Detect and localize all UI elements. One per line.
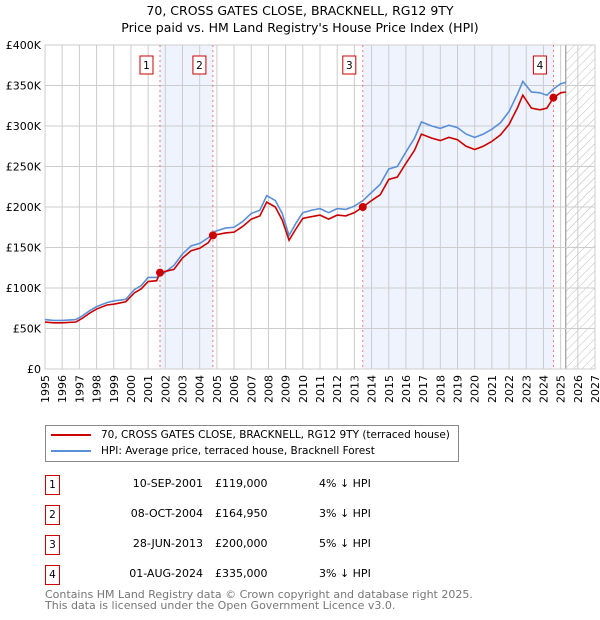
- footer-line: Contains HM Land Registry data © Crown c…: [45, 588, 473, 601]
- x-tick-label: 2004: [194, 375, 207, 403]
- sale-date: 01-AUG-2024: [129, 567, 203, 580]
- x-tick-label: 2007: [245, 375, 258, 403]
- x-tick-label: 2017: [417, 375, 430, 403]
- x-tick-label: 1999: [108, 375, 121, 403]
- sale-row: 3 28-JUN-2013 £200,000 5% ↓ HPI: [45, 535, 445, 555]
- sale-label: 1: [143, 60, 150, 72]
- x-tick-label: 1996: [56, 375, 69, 403]
- sale-point: [549, 93, 558, 102]
- legend-label-property: 70, CROSS GATES CLOSE, BRACKNELL, RG12 9…: [101, 429, 450, 441]
- sale-price: £200,000: [215, 537, 268, 550]
- plot-frame: [44, 44, 596, 370]
- sale-label-box: [532, 55, 547, 75]
- sale-number-badge: 3: [45, 535, 60, 555]
- x-tick-label: 2020: [469, 375, 482, 403]
- x-tick-label: 2026: [572, 375, 585, 403]
- y-tick-label: £100K: [6, 282, 42, 295]
- x-tick-label: 2013: [348, 375, 361, 403]
- x-tick-label: 2015: [383, 375, 396, 403]
- chart-legend: 70, CROSS GATES CLOSE, BRACKNELL, RG12 9…: [45, 425, 459, 462]
- legend-item-hpi: HPI: Average price, terraced house, Brac…: [46, 443, 458, 459]
- x-tick-label: 2019: [452, 375, 465, 403]
- y-tick-label: £350K: [6, 80, 42, 93]
- x-tick-label: 2003: [177, 375, 190, 403]
- sale-point: [155, 268, 164, 277]
- sale-row: 2 08-OCT-2004 £164,950 3% ↓ HPI: [45, 505, 445, 525]
- sale-hpi-diff: 5% ↓ HPI: [319, 537, 371, 550]
- sale-label-box: [139, 55, 154, 75]
- sale-date: 08-OCT-2004: [130, 507, 203, 520]
- x-tick-label: 2010: [297, 375, 310, 403]
- sale-price: £119,000: [215, 477, 268, 490]
- subtitle-line: Price paid vs. HM Land Registry's House …: [121, 20, 479, 35]
- sale-label: 4: [537, 60, 544, 72]
- x-tick-label: 2005: [211, 375, 224, 403]
- x-tick-label: 2018: [434, 375, 447, 403]
- footer: Contains HM Land Registry data © Crown c…: [45, 588, 473, 612]
- y-tick-label: £400K: [6, 39, 42, 52]
- x-tick-label: 2012: [331, 375, 344, 403]
- y-tick-label: £150K: [6, 242, 42, 255]
- y-tick-label: £0: [27, 363, 41, 376]
- legend-swatch-property: [51, 434, 91, 436]
- sale-price: £164,950: [215, 507, 268, 520]
- x-tick-label: 1997: [73, 375, 86, 403]
- x-tick-label: 2024: [537, 375, 550, 403]
- chart-title: 70, CROSS GATES CLOSE, BRACKNELL, RG12 9…: [0, 2, 600, 36]
- legend-item-property: 70, CROSS GATES CLOSE, BRACKNELL, RG12 9…: [46, 427, 458, 443]
- x-tick-label: 2016: [400, 375, 413, 403]
- x-tick-label: 2009: [280, 375, 293, 403]
- sale-date: 10-SEP-2001: [132, 477, 203, 490]
- title-line: 70, CROSS GATES CLOSE, BRACKNELL, RG12 9…: [146, 3, 454, 18]
- price-chart: 1 2 3 4 1995 1996 1997 1998 1999 2000 2001 2002 2003…: [6, 39, 600, 403]
- x-tick-label: 2025: [555, 375, 568, 403]
- x-tick-label: 2022: [503, 375, 516, 403]
- x-tick-label: 2023: [520, 375, 533, 403]
- sale-row: 1 10-SEP-2001 £119,000 4% ↓ HPI: [45, 475, 445, 495]
- x-tick-label: 2002: [159, 375, 172, 403]
- sale-label-box: [192, 55, 207, 75]
- sale-hpi-diff: 4% ↓ HPI: [319, 477, 371, 490]
- x-tick-label: 2000: [125, 375, 138, 403]
- hpi-line: [44, 79, 567, 322]
- sale-hpi-diff: 3% ↓ HPI: [319, 567, 371, 580]
- sale-number-badge: 2: [45, 505, 60, 525]
- x-tick-label: 2011: [314, 375, 327, 403]
- y-tick-label: £250K: [6, 161, 42, 174]
- x-tick-label: 2001: [142, 375, 155, 403]
- sale-point: [358, 203, 367, 211]
- sale-number-badge: 4: [45, 565, 60, 585]
- x-tick-label: 2021: [486, 375, 499, 403]
- sale-label-box: [342, 55, 357, 75]
- x-tick-label: 2027: [589, 375, 600, 403]
- sale-row: 4 01-AUG-2024 £335,000 3% ↓ HPI: [45, 565, 445, 585]
- sale-label: 2: [196, 60, 203, 72]
- sale-price: £335,000: [215, 567, 268, 580]
- y-tick-label: £50K: [13, 323, 42, 336]
- sale-point: [208, 231, 217, 240]
- y-tick-label: £200K: [6, 201, 42, 214]
- x-tick-label: 2006: [228, 375, 241, 403]
- y-tick-label: £300K: [6, 120, 42, 133]
- x-tick-label: 1998: [91, 375, 104, 403]
- sale-number-badge: 1: [45, 475, 60, 495]
- legend-label-hpi: HPI: Average price, terraced house, Brac…: [101, 445, 375, 457]
- legend-swatch-hpi: [51, 450, 91, 452]
- x-tick-label: 2014: [366, 375, 379, 403]
- x-tick-label: 1995: [39, 375, 52, 403]
- x-tick-label: 2008: [262, 375, 275, 403]
- sale-label: 3: [346, 60, 353, 72]
- footer-line: This data is licensed under the Open Gov…: [45, 598, 396, 612]
- sale-date: 28-JUN-2013: [132, 537, 203, 550]
- sale-hpi-diff: 3% ↓ HPI: [319, 507, 371, 520]
- property-price-line: [44, 91, 566, 324]
